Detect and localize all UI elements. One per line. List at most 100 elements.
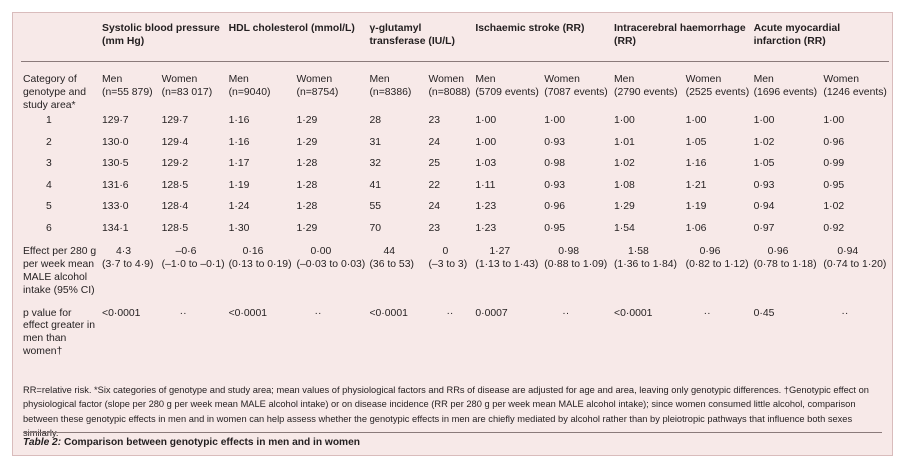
subheader-cell: Women (n=8088) bbox=[426, 62, 473, 113]
table-row: 1 129·7 129·7 1·16 1·29 28 23 1·00 1·00 1·00 1·00 1… bbox=[21, 112, 889, 134]
pvalue-cell: <0·0001 bbox=[228, 307, 268, 319]
value-cell: 130·0 bbox=[102, 136, 129, 148]
footnote: RR=relative risk. *Six categories of gen… bbox=[23, 385, 869, 439]
value-cell: 1·06 bbox=[685, 222, 707, 234]
value-cell: 23 bbox=[428, 115, 441, 127]
value-cell: 1·00 bbox=[614, 115, 635, 127]
value-cell: 128·4 bbox=[161, 201, 189, 213]
subheader-cell: Women (2525 events) bbox=[684, 62, 752, 113]
sample-size: (1246 events) bbox=[823, 86, 887, 98]
pvalue-cell: ·· bbox=[703, 307, 711, 319]
column-header: Ischaemic stroke (RR) bbox=[475, 23, 585, 34]
effect-value: 0·96 bbox=[767, 246, 789, 258]
effect-value: 0·94 bbox=[837, 246, 859, 258]
value-cell: 134·1 bbox=[102, 222, 129, 234]
value-cell: 1·23 bbox=[475, 201, 497, 213]
sex-label: Women bbox=[296, 74, 333, 85]
confidence-interval: (–0·03 to 0·03) bbox=[296, 259, 366, 271]
sex-label: Women bbox=[823, 74, 859, 85]
value-cell: 1·05 bbox=[753, 158, 775, 170]
effect-cell: 1·58 (1·36 to 1·84) bbox=[612, 241, 684, 297]
value-cell: 1·05 bbox=[685, 136, 707, 148]
effect-value: 44 bbox=[383, 246, 396, 258]
value-cell: 1·28 bbox=[296, 158, 318, 170]
value-cell: 25 bbox=[428, 158, 441, 170]
value-cell: 0·94 bbox=[753, 201, 775, 213]
sample-size: (7087 events) bbox=[544, 86, 608, 98]
value-cell: 0·96 bbox=[544, 201, 566, 213]
value-cell: 129·7 bbox=[161, 115, 189, 127]
subheader-cell: Men (n=9040) bbox=[227, 62, 295, 113]
table-caption: Table 2: Comparison between genotypic ef… bbox=[23, 437, 360, 448]
effect-value: 1·58 bbox=[628, 246, 649, 258]
value-cell: 1·11 bbox=[475, 179, 496, 191]
value-cell: 130·5 bbox=[102, 158, 129, 170]
caption-divider bbox=[23, 432, 882, 433]
sex-label: Men bbox=[475, 74, 496, 85]
column-header: Acute myocardial infarction (RR) bbox=[753, 23, 841, 47]
value-cell: 1·00 bbox=[475, 136, 497, 148]
category-cell: 4 bbox=[46, 179, 52, 191]
value-cell: 1·23 bbox=[475, 222, 497, 234]
subheader-row: Category of genotype and study area* Men(… bbox=[21, 62, 889, 113]
confidence-interval: (–1·0 to –0·1) bbox=[161, 259, 225, 271]
column-header: Systolic blood pressure (mm Hg) bbox=[102, 23, 220, 47]
value-cell: 0·99 bbox=[823, 158, 845, 170]
column-header: HDL cholesterol (mmol/L) bbox=[228, 23, 355, 34]
sample-size: (1696 events) bbox=[753, 86, 818, 98]
confidence-interval: (0·78 to 1·18) bbox=[753, 259, 817, 271]
sample-size: (n=8088) bbox=[428, 86, 471, 98]
value-cell: 0·93 bbox=[544, 179, 566, 191]
value-cell: 0·92 bbox=[823, 222, 845, 234]
sample-size: (n=9040) bbox=[228, 86, 271, 98]
value-cell: 1·03 bbox=[475, 158, 497, 170]
value-cell: 1·28 bbox=[296, 179, 318, 191]
table-row: 5 133·0 128·4 1·24 1·28 55 24 1·23 0·96 1·29 1·19 0… bbox=[21, 198, 889, 220]
sample-size: (2525 events) bbox=[685, 86, 750, 98]
confidence-interval: (0·82 to 1·12) bbox=[685, 259, 749, 271]
pvalue-cell: 0·0007 bbox=[475, 307, 508, 319]
subheader-cell: Men (1696 events) bbox=[752, 62, 822, 113]
effect-cell: 44 (36 to 53) bbox=[367, 241, 426, 297]
row-label: Category of genotype and study area* bbox=[23, 74, 86, 111]
row-label: p value for effect greater in men than w… bbox=[23, 307, 96, 357]
value-cell: 1·19 bbox=[685, 201, 707, 213]
subheader-cell: Women (1246 events) bbox=[821, 62, 889, 113]
value-cell: 0·98 bbox=[544, 158, 566, 170]
pvalue-cell: ·· bbox=[179, 307, 187, 319]
effect-cell: 1·27 (1·13 to 1·43) bbox=[473, 241, 542, 297]
value-cell: 22 bbox=[428, 179, 441, 191]
caption-text: Comparison between genotypic effects in … bbox=[61, 437, 361, 448]
confidence-interval: (1·13 to 1·43) bbox=[475, 259, 539, 271]
subheader-cell: Women (7087 events) bbox=[542, 62, 612, 113]
category-cell: 2 bbox=[46, 136, 52, 148]
effect-cell: –0·6 (–1·0 to –0·1) bbox=[160, 241, 227, 297]
confidence-interval: (3·7 to 4·9) bbox=[102, 259, 154, 271]
pvalue-cell: ·· bbox=[841, 307, 849, 319]
category-cell: 5 bbox=[46, 201, 52, 213]
confidence-interval: (0·88 to 1·09) bbox=[544, 259, 608, 271]
value-cell: 133·0 bbox=[102, 201, 129, 213]
value-cell: 1·00 bbox=[475, 115, 497, 127]
sample-size: (n=8386) bbox=[369, 86, 412, 98]
value-cell: 32 bbox=[369, 158, 382, 170]
pvalue-cell: <0·0001 bbox=[102, 307, 141, 319]
subheader-cell: Men (2790 events) bbox=[612, 62, 684, 113]
value-cell: 129·4 bbox=[161, 136, 189, 148]
value-cell: 1·08 bbox=[614, 179, 635, 191]
effect-cell: 4·3 (3·7 to 4·9) bbox=[100, 241, 160, 297]
value-cell: 128·5 bbox=[161, 179, 189, 191]
effect-value: 0 bbox=[442, 246, 449, 258]
value-cell: 1·21 bbox=[685, 179, 707, 191]
subheader-cell: Men (n=8386) bbox=[367, 62, 426, 113]
value-cell: 70 bbox=[369, 222, 382, 234]
sex-label: Men bbox=[753, 74, 774, 85]
value-cell: 131·6 bbox=[102, 179, 129, 191]
value-cell: 0·96 bbox=[823, 136, 845, 148]
category-cell: 3 bbox=[46, 158, 52, 170]
subheader-cell: Women (n=8754) bbox=[294, 62, 367, 113]
value-cell: 28 bbox=[369, 115, 382, 127]
value-cell: 1·30 bbox=[228, 222, 250, 234]
effect-cell: 0·00 (–0·03 to 0·03) bbox=[294, 241, 367, 297]
row-label: Effect per 280 g per week mean MALE alco… bbox=[23, 246, 97, 296]
